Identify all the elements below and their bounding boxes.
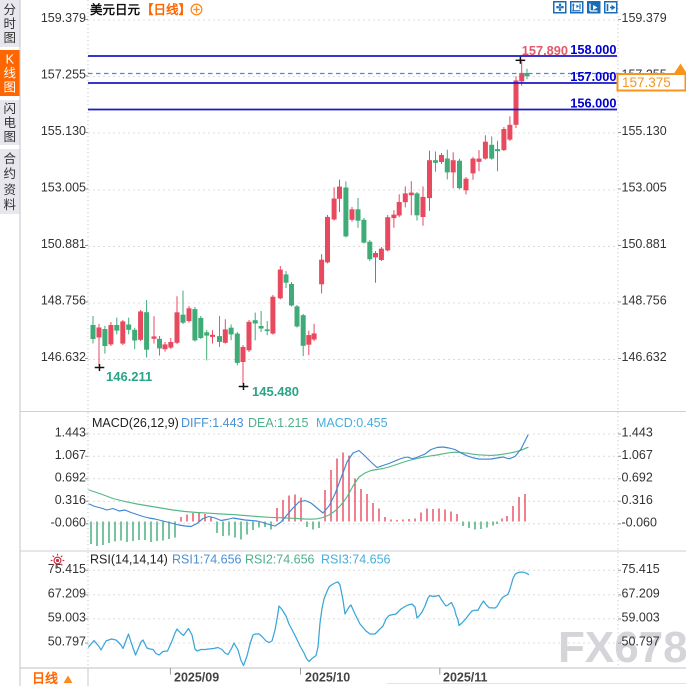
svg-text:美元日元: 美元日元: [90, 2, 141, 17]
svg-text:0.692: 0.692: [55, 470, 86, 484]
svg-text:图: 图: [3, 130, 16, 144]
svg-text:RSI3:74.656: RSI3:74.656: [321, 553, 391, 567]
svg-text:159.379: 159.379: [622, 11, 667, 25]
svg-text:资: 资: [3, 183, 16, 197]
svg-text:1.443: 1.443: [622, 426, 653, 440]
svg-text:2025/10: 2025/10: [305, 671, 350, 685]
svg-text:日线: 日线: [32, 671, 58, 686]
svg-text:155.130: 155.130: [41, 124, 86, 138]
svg-text:K: K: [6, 53, 15, 67]
svg-text:157.890: 157.890: [522, 43, 568, 58]
svg-text:67.209: 67.209: [622, 586, 660, 600]
svg-text:146.211: 146.211: [106, 369, 152, 384]
svg-text:148.756: 148.756: [622, 294, 667, 308]
svg-text:时: 时: [3, 17, 16, 31]
svg-text:158.000: 158.000: [570, 42, 616, 57]
svg-text:148.756: 148.756: [41, 294, 86, 308]
svg-text:约: 约: [3, 166, 16, 181]
svg-text:153.005: 153.005: [41, 181, 86, 195]
svg-text:150.881: 150.881: [41, 237, 86, 251]
svg-text:MACD(26,12,9): MACD(26,12,9): [92, 416, 179, 430]
svg-text:【日线】: 【日线】: [141, 2, 191, 17]
svg-text:DIFF:1.443: DIFF:1.443: [181, 416, 244, 430]
svg-text:157.255: 157.255: [41, 68, 86, 82]
svg-text:150.881: 150.881: [622, 237, 667, 251]
svg-text:153.005: 153.005: [622, 181, 667, 195]
svg-text:50.797: 50.797: [622, 635, 660, 649]
svg-text:MACD:0.455: MACD:0.455: [316, 416, 388, 430]
svg-text:146.632: 146.632: [622, 350, 667, 364]
svg-text:157.000: 157.000: [570, 69, 616, 84]
svg-text:146.632: 146.632: [41, 350, 86, 364]
svg-text:59.003: 59.003: [48, 610, 86, 624]
svg-text:料: 料: [3, 198, 16, 212]
svg-text:59.003: 59.003: [622, 610, 660, 624]
svg-text:1.067: 1.067: [55, 448, 86, 462]
svg-text:RSI2:74.656: RSI2:74.656: [245, 553, 315, 567]
svg-text:75.415: 75.415: [48, 562, 86, 576]
svg-text:-0.060: -0.060: [51, 515, 86, 529]
svg-text:159.379: 159.379: [41, 11, 86, 25]
svg-text:图: 图: [3, 81, 16, 95]
svg-text:1.067: 1.067: [622, 448, 653, 462]
svg-text:1.443: 1.443: [55, 426, 86, 440]
svg-text:图: 图: [3, 31, 16, 45]
svg-text:157.375: 157.375: [622, 75, 671, 90]
svg-text:闪: 闪: [3, 102, 16, 116]
svg-text:2025/11: 2025/11: [443, 671, 488, 685]
svg-text:FX678: FX678: [558, 623, 686, 672]
svg-text:分: 分: [3, 3, 16, 17]
svg-text:合: 合: [3, 151, 16, 166]
svg-text:145.480: 145.480: [252, 384, 299, 399]
svg-text:156.000: 156.000: [570, 96, 616, 111]
svg-text:0.692: 0.692: [622, 470, 653, 484]
svg-text:线: 线: [3, 67, 16, 81]
svg-text:电: 电: [3, 116, 16, 130]
svg-text:50.797: 50.797: [48, 635, 86, 649]
svg-text:-0.060: -0.060: [622, 515, 657, 529]
svg-text:RSI(14,14,14): RSI(14,14,14): [90, 553, 168, 567]
svg-text:75.415: 75.415: [622, 562, 660, 576]
svg-text:0.316: 0.316: [622, 493, 653, 507]
svg-text:0.316: 0.316: [55, 493, 86, 507]
svg-text:DEA:1.215: DEA:1.215: [248, 416, 309, 430]
svg-text:2025/09: 2025/09: [174, 671, 219, 685]
svg-text:155.130: 155.130: [622, 124, 667, 138]
svg-text:67.209: 67.209: [48, 586, 86, 600]
svg-text:RSI1:74.656: RSI1:74.656: [172, 553, 242, 567]
